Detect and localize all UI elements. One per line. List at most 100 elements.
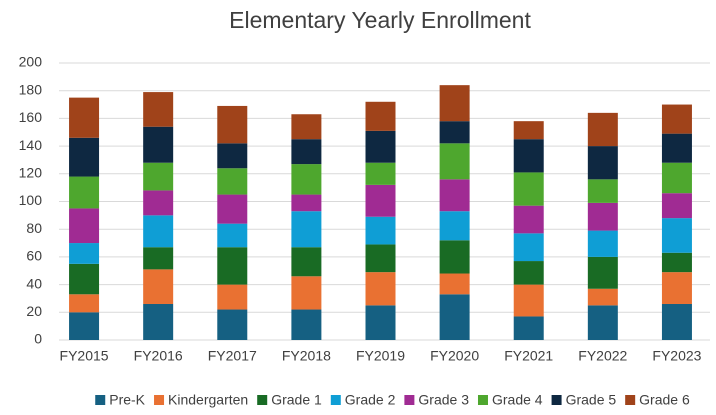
bar-segment [217,143,248,169]
bar-segment [291,247,322,277]
bar-segment [661,162,692,194]
bar-segment [365,162,396,185]
bar-segment [143,215,174,248]
bar-segment [439,143,470,180]
bar-segment [217,284,248,310]
bar-segment [143,247,174,270]
bar-segment [69,294,100,313]
legend-label: Grade 4 [492,392,543,408]
bar-segment [587,288,618,306]
legend-label: Grade 2 [345,392,396,408]
bar-segment [513,205,544,234]
bar-segment [587,230,618,257]
bar-segment [439,211,470,241]
x-tick-label: FY2021 [504,348,553,364]
legend-swatch [404,395,415,405]
y-tick-label: 100 [19,192,43,208]
legend-label: Grade 6 [639,392,690,408]
bar-segment [661,218,692,253]
legend-swatch [330,395,341,405]
bar-segment [587,305,618,340]
bar-segment [365,130,396,163]
legend-swatch [257,395,268,405]
bar-segment [69,243,100,264]
bar-segment [513,284,544,317]
y-tick-label: 200 [19,54,43,70]
legend-swatch [625,395,636,405]
bar-segment [291,194,322,212]
bar-segment [439,121,470,144]
x-tick-label: FY2023 [652,348,701,364]
x-tick-label: FY2016 [134,348,183,364]
bar-segment [69,176,100,209]
bar-segment [587,202,618,231]
bar-segment [513,172,544,206]
bar-segment [69,312,100,340]
bar-segment [291,211,322,248]
bar-segment [365,184,396,217]
bar-segment [217,168,248,195]
bar-segment [291,139,322,165]
bar-segment [661,133,692,163]
bar-segment [513,316,544,340]
y-tick-label: 180 [19,81,43,97]
x-tick-label: FY2015 [60,348,109,364]
bar-segment [217,223,248,248]
bar-segment [69,263,100,295]
bar-segment [661,193,692,219]
legend-swatch [95,395,106,405]
bar-segment [439,85,470,122]
bar-segment [513,261,544,285]
bar-segment [439,294,470,340]
bar-segment [217,309,248,340]
chart-title: Elementary Yearly Enrollment [229,7,531,33]
legend-swatch [154,395,165,405]
bar-segment [513,121,544,140]
y-tick-label: 60 [26,248,42,264]
y-tick-label: 160 [19,109,43,125]
bar-segment [587,112,618,147]
bar-segment [143,190,174,216]
y-tick-label: 20 [26,303,42,319]
bar-segment [439,273,470,295]
x-tick-label: FY2018 [282,348,331,364]
x-tick-label: FY2022 [578,348,627,364]
bar-segment [365,216,396,245]
legend-label: Grade 1 [271,392,322,408]
y-tick-label: 80 [26,220,42,236]
bar-segment [217,247,248,285]
y-tick-label: 0 [34,331,42,347]
bar-segment [439,240,470,274]
bar-segment [69,208,100,244]
legend-swatch [477,395,488,405]
bar-segment [365,272,396,306]
bar-segment [69,97,100,138]
legend-swatch [551,395,562,405]
bar-segment [291,164,322,195]
bar-segment [291,114,322,140]
bar-segment [217,105,248,144]
bar-segment [365,101,396,131]
bar-segment [661,252,692,273]
bar-segment [291,309,322,340]
bar-segment [513,139,544,173]
y-tick-label: 120 [19,165,43,181]
bar-segment [291,276,322,310]
legend-label: Kindergarten [168,392,248,408]
bar-segment [365,244,396,273]
bar-segment [69,137,100,177]
legend-label: Grade 3 [418,392,469,408]
legend-label: Grade 5 [566,392,617,408]
x-tick-label: FY2019 [356,348,405,364]
bar-segment [143,162,174,191]
bar-segment [143,303,174,340]
y-tick-label: 140 [19,137,43,153]
bar-segment [661,303,692,340]
bar-segment [587,146,618,180]
bar-segment [365,305,396,340]
bar-segment [661,272,692,304]
bar-segment [587,256,618,289]
bar-segment [217,194,248,224]
